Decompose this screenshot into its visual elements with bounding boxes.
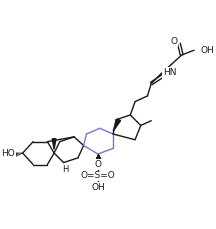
Text: HN: HN — [163, 68, 176, 77]
Polygon shape — [113, 119, 121, 131]
Text: H: H — [62, 165, 69, 174]
Text: O=S=O: O=S=O — [81, 172, 115, 180]
Text: O: O — [94, 160, 101, 169]
Text: OH: OH — [91, 183, 105, 192]
Text: OH: OH — [201, 46, 214, 55]
Text: O: O — [163, 71, 170, 79]
Text: HO: HO — [1, 149, 15, 158]
Text: O: O — [171, 37, 178, 46]
Polygon shape — [52, 139, 56, 149]
